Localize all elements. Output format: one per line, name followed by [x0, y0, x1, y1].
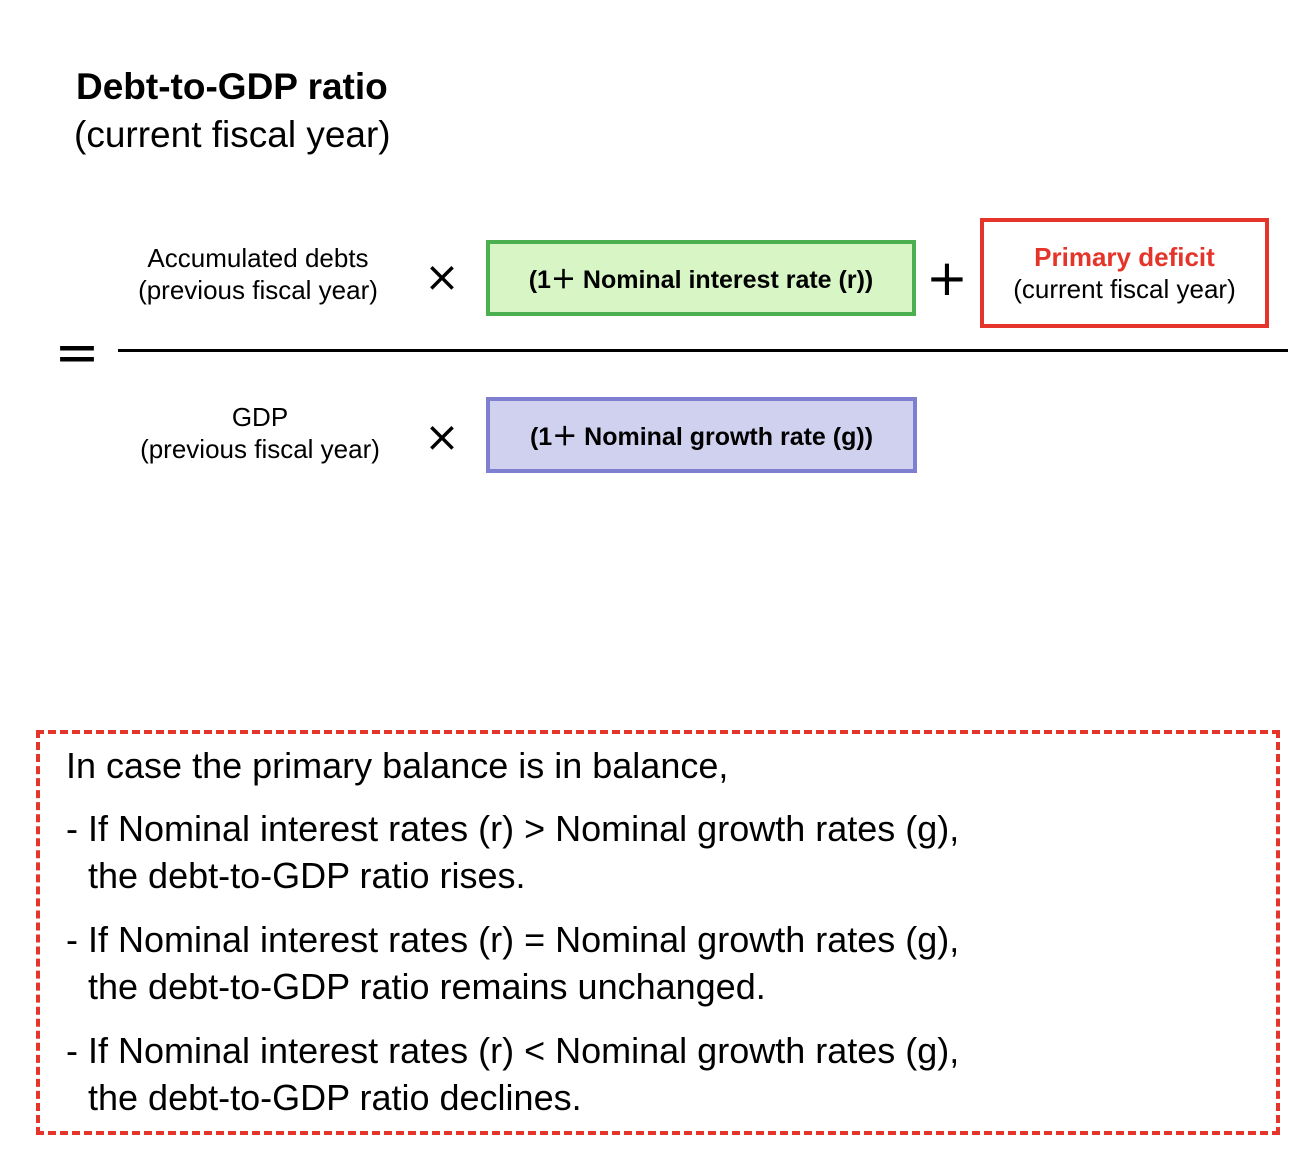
primary-deficit-title: Primary deficit [1034, 242, 1215, 272]
primary-deficit-subtitle: (current fiscal year) [1013, 274, 1236, 304]
accumulated-debts-line2: (previous fiscal year) [138, 275, 378, 305]
primary-deficit-box: Primary deficit (current fiscal year) [980, 218, 1269, 328]
note-intro: In case the primary balance is in balanc… [66, 745, 729, 786]
interest-rate-box: (1＋ Nominal interest rate (r)) [486, 240, 916, 316]
fraction-bar [118, 349, 1288, 352]
gdp-line2: (previous fiscal year) [140, 434, 380, 464]
diagram-subtitle: (current fiscal year) [74, 114, 391, 155]
note-case1-condition: - If Nominal interest rates (r) > Nomina… [66, 808, 960, 849]
multiply-symbol-numerator: × [424, 252, 460, 301]
multiply-symbol-denominator: × [424, 412, 460, 461]
plus-symbol: + [926, 249, 968, 307]
equals-symbol: = [54, 321, 100, 384]
gdp-label: GDP (previous fiscal year) [110, 401, 410, 465]
interest-rate-text: (1＋ Nominal interest rate (r)) [528, 266, 874, 294]
growth-rate-text: (1＋ Nominal growth rate (g)) [529, 423, 874, 451]
accumulated-debts-label: Accumulated debts (previous fiscal year) [110, 242, 406, 306]
note-case3-condition: - If Nominal interest rates (r) < Nomina… [66, 1030, 960, 1071]
explanation-note-box [36, 730, 1280, 1135]
note-case3-result: the debt-to-GDP ratio declines. [88, 1077, 582, 1118]
note-case1-result: the debt-to-GDP ratio rises. [88, 855, 526, 896]
note-case2-result: the debt-to-GDP ratio remains unchanged. [88, 966, 766, 1007]
growth-rate-box: (1＋ Nominal growth rate (g)) [486, 397, 917, 473]
note-case2-condition: - If Nominal interest rates (r) = Nomina… [66, 919, 960, 960]
accumulated-debts-line1: Accumulated debts [147, 243, 369, 273]
diagram-title: Debt-to-GDP ratio [76, 66, 388, 107]
gdp-line1: GDP [231, 402, 289, 432]
